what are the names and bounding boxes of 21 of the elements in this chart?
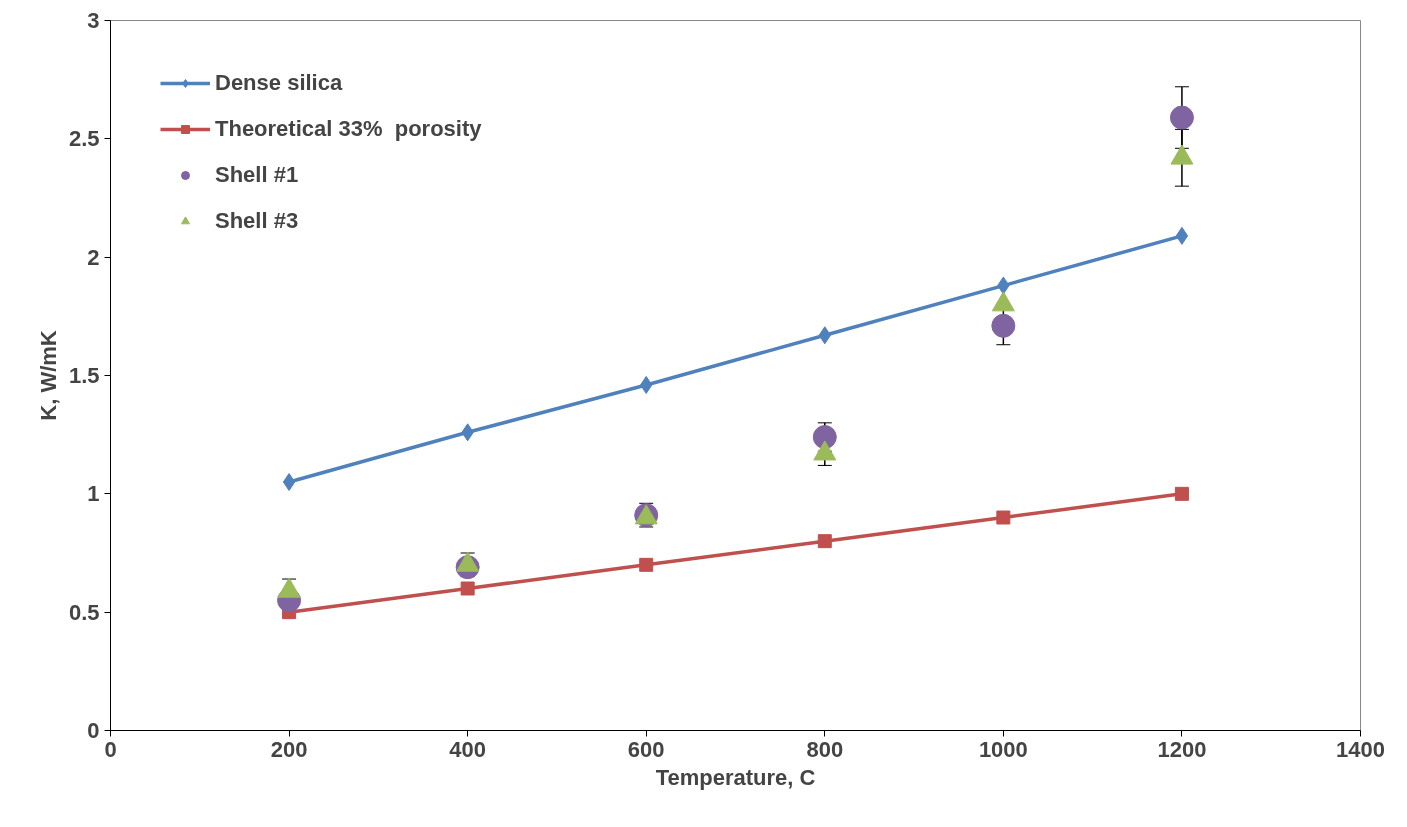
x-tick-label: 1400 (1336, 736, 1385, 762)
x-tick-label: 800 (806, 736, 844, 762)
y-tick-label: 0.5 (68, 599, 100, 625)
x-tick-label: 400 (449, 736, 487, 762)
x-tick-label: 200 (270, 736, 308, 762)
legend-label: Theoretical 33% porosity (215, 116, 482, 142)
x-tick-label: 0 (104, 736, 117, 762)
y-tick-label: 1 (87, 481, 100, 507)
x-tick-label: 1200 (1157, 736, 1207, 762)
legend-label: Shell #3 (215, 208, 299, 234)
y-tick-label: 0 (87, 718, 100, 743)
legend-label: Shell #1 (215, 162, 299, 188)
y-tick-label: 1.5 (68, 363, 100, 388)
x-tick-label: 1000 (978, 736, 1028, 762)
x-axis-title: Temperature, C (655, 764, 816, 790)
x-tick-label: 600 (627, 736, 665, 762)
y-tick-label: 2.5 (68, 126, 100, 152)
y-axis-title: K, W/mK (35, 330, 61, 421)
y-tick-label: 3 (87, 8, 100, 33)
y-tick-label: 2 (87, 244, 100, 270)
legend-label: Dense silica (215, 70, 343, 96)
